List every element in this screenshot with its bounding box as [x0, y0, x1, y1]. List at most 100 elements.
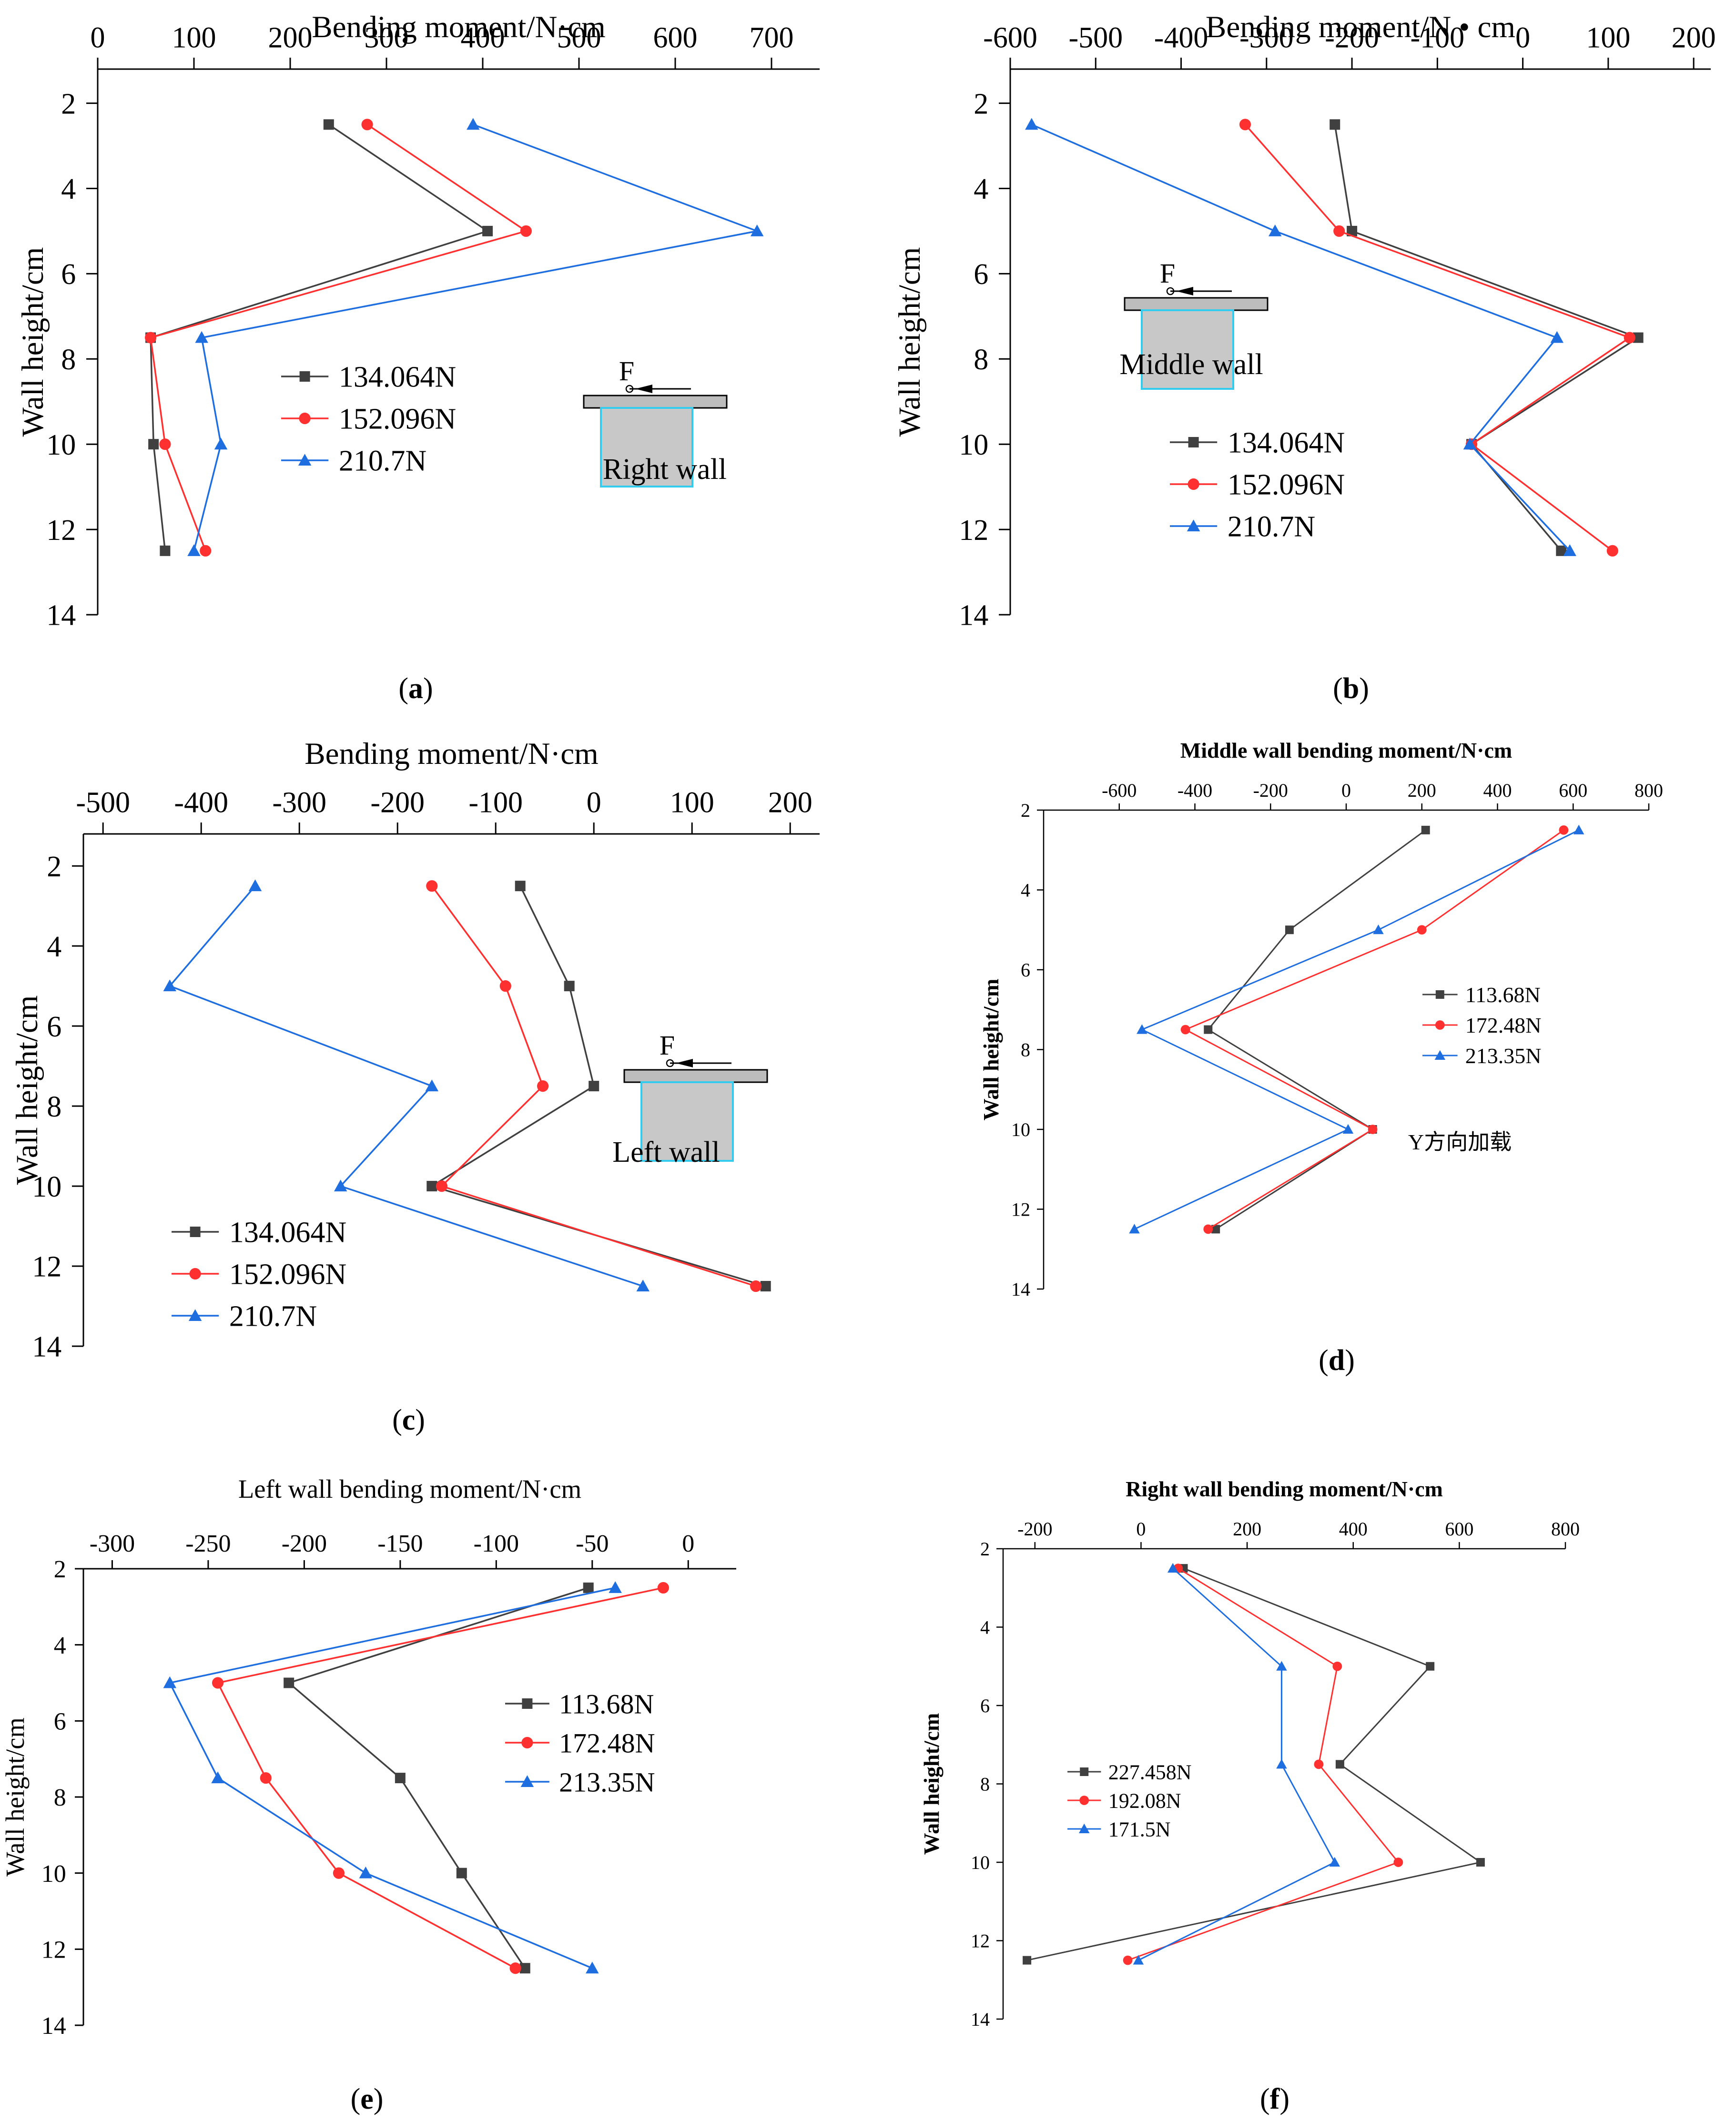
legend-marker [298, 454, 312, 466]
data-point [1025, 118, 1038, 130]
data-point [467, 118, 480, 130]
legend: 227.458N 192.08N 171.5N [1067, 1760, 1192, 1841]
x-tick-label: 400 [1339, 1518, 1368, 1540]
y-tick-label: 6 [47, 1011, 61, 1043]
data-point [159, 438, 171, 450]
x-tick-label: -200 [1253, 780, 1288, 801]
y-tick-label: 10 [32, 1171, 61, 1203]
legend-marker [1080, 1767, 1089, 1776]
data-point [195, 331, 208, 343]
x-tick-label: 0 [1136, 1518, 1146, 1540]
legend-label: 113.68N [1465, 983, 1541, 1007]
data-point [160, 545, 171, 556]
x-axis-label: Bending moment/N • cm [1206, 10, 1515, 44]
data-point [212, 1677, 224, 1689]
x-tick-label: 400 [1483, 780, 1512, 801]
y-axis-label: Wall height/cm [10, 995, 44, 1185]
legend-marker [1187, 519, 1200, 531]
load-plate [583, 395, 728, 409]
force-label: F [1160, 258, 1175, 289]
legend-label: 171.5N [1108, 1817, 1171, 1841]
x-axis-label: Middle wall bending moment/N·cm [1180, 738, 1512, 762]
series-line [287, 1587, 589, 1969]
data-point [1335, 1760, 1344, 1769]
y-tick-label: 8 [61, 344, 76, 376]
x-tick-label: -200 [1017, 1518, 1052, 1540]
chart-panel-a: 0 100 200 300 400 500 600 700 2 4 6 8 10 12 14 Bending … [16, 10, 820, 705]
panel-label: (c) [392, 1404, 425, 1436]
wall-label: Right wall [603, 453, 727, 486]
data-point [1211, 1225, 1220, 1234]
x-tick-label: -300 [1239, 21, 1294, 54]
data-point [1421, 825, 1430, 834]
data-point [425, 1079, 439, 1092]
data-point [1023, 1956, 1032, 1965]
y-tick-label: 6 [61, 258, 76, 291]
x-tick-label: 0 [587, 786, 601, 819]
load-plate [1124, 297, 1269, 311]
x-tick-label: 500 [557, 21, 601, 54]
x-tick-label: -200 [282, 1530, 327, 1557]
data-point [1203, 1224, 1213, 1234]
data-point [145, 332, 157, 344]
series-113.68N [1204, 825, 1430, 1234]
force-label: F [660, 1030, 675, 1061]
data-point [1276, 1661, 1287, 1671]
x-axis-label: Right wall bending moment/N·cm [1126, 1477, 1443, 1501]
y-tick-label: 10 [41, 1860, 66, 1888]
series-line [150, 123, 528, 551]
x-tick-label: 700 [750, 21, 794, 54]
legend-label: 134.064N [229, 1217, 346, 1249]
y-tick-label: 12 [1011, 1199, 1030, 1220]
legend-marker [188, 1309, 202, 1321]
data-point [586, 1961, 599, 1974]
chart-panel-e: -300 -250 -200 -150 -100 -50 0 2 4 6 8 10 12 14 Left w… [0, 1474, 736, 2115]
y-tick-label: 6 [980, 1695, 990, 1716]
legend: 113.68N 172.48N 213.35N [505, 1688, 655, 1797]
data-point [1285, 925, 1294, 934]
data-point [334, 1179, 347, 1192]
x-tick-label: -400 [1154, 21, 1208, 54]
x-tick-label: 600 [1559, 780, 1587, 801]
data-point [284, 1677, 294, 1688]
y-tick-label: 2 [974, 88, 988, 120]
legend-marker [299, 412, 311, 425]
y-tick-label: 4 [47, 931, 61, 963]
wall-schematic: F Right wall [583, 355, 728, 487]
y-tick-label: 6 [54, 1708, 66, 1736]
data-point [1123, 1955, 1133, 1965]
data-point [1268, 224, 1282, 236]
series-134.064N [426, 881, 771, 1292]
data-point [519, 1963, 530, 1974]
data-point [1330, 119, 1340, 130]
legend-label: 152.096N [1228, 469, 1345, 501]
y-axis-label: Wall height/cm [919, 1713, 944, 1855]
data-point [1347, 225, 1358, 236]
data-point [436, 1180, 448, 1192]
series-172.48N [212, 1582, 669, 1974]
wall-body [600, 407, 693, 487]
legend: 134.064N 152.096N 210.7N [172, 1217, 346, 1333]
data-point [260, 1772, 272, 1784]
legend-marker [299, 371, 310, 382]
panel-label: (a) [398, 672, 433, 705]
data-point [1426, 1662, 1435, 1671]
y-axis-label: Wall height/cm [979, 979, 1003, 1121]
y-tick-label: 6 [974, 258, 988, 291]
data-point [564, 981, 575, 992]
wall-schematic: F Left wall [612, 1030, 768, 1168]
y-tick-label: 10 [46, 429, 76, 461]
data-point [426, 880, 438, 892]
x-tick-label: 400 [461, 21, 505, 54]
x-tick-label: 200 [1233, 1518, 1261, 1540]
series-213.35N [163, 1581, 622, 1974]
data-point [163, 1676, 177, 1688]
chart-panel-c: -500 -400 -300 -200 -100 0 100 200 2 4 6 8 10 12 14 Ben… [10, 737, 820, 1436]
series-213.35N [1129, 824, 1584, 1234]
y-tick-label: 14 [32, 1331, 61, 1363]
data-point [1180, 1025, 1190, 1035]
legend-marker [189, 1268, 201, 1280]
series-152.096N [426, 880, 762, 1292]
x-tick-label: 200 [1408, 780, 1436, 801]
